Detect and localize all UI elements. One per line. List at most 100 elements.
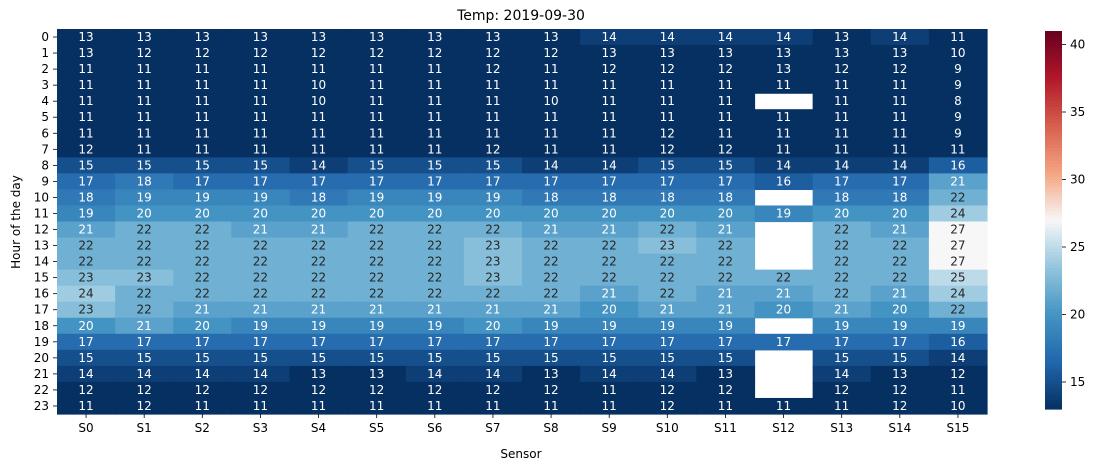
cell-value: 22 <box>602 239 617 253</box>
cell-value: 18 <box>137 174 152 188</box>
cell-value: 11 <box>427 62 442 76</box>
heatmap-cell <box>638 285 697 303</box>
heatmap-cell <box>870 189 930 207</box>
heatmap-cell <box>638 365 697 383</box>
heatmap-cell <box>231 397 291 415</box>
colorbar-segment <box>1045 330 1062 334</box>
colorbar-segment <box>1045 399 1062 404</box>
heatmap-cell <box>463 157 523 174</box>
cell-value: 19 <box>369 190 384 204</box>
cell-value: 13 <box>311 30 326 44</box>
heatmap-cell <box>57 381 116 399</box>
heatmap-cell <box>870 141 930 158</box>
cell-value: 11 <box>602 94 617 108</box>
heatmap-cell <box>638 253 697 271</box>
cell-value: 16 <box>776 174 791 188</box>
cell-value: 15 <box>892 351 907 365</box>
cell-value: 22 <box>427 223 442 237</box>
heatmap-cell <box>405 109 465 126</box>
heatmap-cell <box>231 173 291 191</box>
heatmap-cell <box>812 221 872 239</box>
cell-value: 17 <box>660 174 675 188</box>
cell-value: 18 <box>543 190 558 204</box>
cell-value: 15 <box>253 351 268 365</box>
cell-value: 22 <box>137 287 152 301</box>
cell-value: 17 <box>369 335 384 349</box>
cell-value: 15 <box>195 351 210 365</box>
heatmap-cell <box>928 109 988 126</box>
heatmap-cell <box>522 333 581 351</box>
cell-value: 11 <box>543 126 558 140</box>
heatmap-cell <box>347 285 407 303</box>
cell-value: 11 <box>892 126 907 140</box>
heatmap-cell <box>405 237 465 255</box>
heatmap-cell <box>522 173 581 191</box>
colorbar-segment <box>1045 361 1062 366</box>
heatmap-cell <box>812 205 872 223</box>
cell-value: 23 <box>485 255 500 269</box>
heatmap-cell <box>522 45 581 62</box>
heatmap-cell <box>812 141 872 158</box>
colorbar-segment <box>1045 405 1062 410</box>
cell-value: 21 <box>892 223 907 237</box>
heatmap-cell <box>638 77 697 94</box>
cell-value: 14 <box>660 30 675 44</box>
cell-value: 11 <box>485 94 500 108</box>
heatmap-cell <box>173 109 232 126</box>
heatmap-cell <box>231 125 291 142</box>
cell-value: 13 <box>195 30 210 44</box>
cell-value: 11 <box>485 78 500 92</box>
y-tick-label: 1 <box>41 46 49 60</box>
cell-value: 20 <box>195 206 210 220</box>
cell-value: 15 <box>195 158 210 172</box>
cell-value: 12 <box>660 142 675 156</box>
heatmap-cell <box>231 237 291 255</box>
heatmap-cell <box>580 333 639 351</box>
x-tick-label: S7 <box>485 421 500 435</box>
cell-value: 12 <box>78 142 93 156</box>
heatmap-cell <box>173 29 232 46</box>
cell-value: 17 <box>602 174 617 188</box>
heatmap-cell <box>115 237 174 255</box>
cell-value: 19 <box>892 319 907 333</box>
heatmap-cell <box>754 205 814 223</box>
cell-value: 14 <box>892 158 907 172</box>
colorbar-segment <box>1045 238 1062 243</box>
cell-value: 21 <box>369 303 384 317</box>
cell-value: 21 <box>602 223 617 237</box>
colorbar-segment <box>1045 134 1062 139</box>
cell-value: 11 <box>311 142 326 156</box>
heatmap-cell <box>696 157 756 174</box>
cell-value: 11 <box>718 126 733 140</box>
colorbar-segment <box>1045 100 1062 105</box>
heatmap-cell <box>522 189 581 207</box>
cell-value: 13 <box>892 367 907 381</box>
colorbar-segment <box>1045 62 1062 67</box>
cell-value: 12 <box>892 383 907 397</box>
cell-value: 16 <box>950 335 965 349</box>
heatmap-cell <box>289 205 349 223</box>
cell-value: 11 <box>602 126 617 140</box>
cell-value: 11 <box>253 110 268 124</box>
colorbar-segment <box>1045 289 1062 294</box>
heatmap-cell <box>580 93 639 110</box>
heatmap-cell <box>347 349 407 367</box>
colorbar-segment <box>1045 65 1062 70</box>
heatmap-cell <box>289 237 349 255</box>
colorbar-segment <box>1045 216 1062 221</box>
cell-value: 14 <box>195 367 210 381</box>
cell-value: 18 <box>660 190 675 204</box>
colorbar-segment <box>1045 260 1062 265</box>
colorbar-segment <box>1045 270 1062 275</box>
heatmap-cell <box>928 125 988 142</box>
cell-value: 13 <box>369 30 384 44</box>
cell-value: 12 <box>485 62 500 76</box>
y-tick-label: 4 <box>41 94 49 108</box>
cell-value: 14 <box>137 367 152 381</box>
cell-value: 12 <box>253 46 268 60</box>
cell-value: 18 <box>78 190 93 204</box>
heatmap-cell <box>870 77 930 94</box>
cell-value: 24 <box>78 287 93 301</box>
cell-value: 11 <box>485 126 500 140</box>
